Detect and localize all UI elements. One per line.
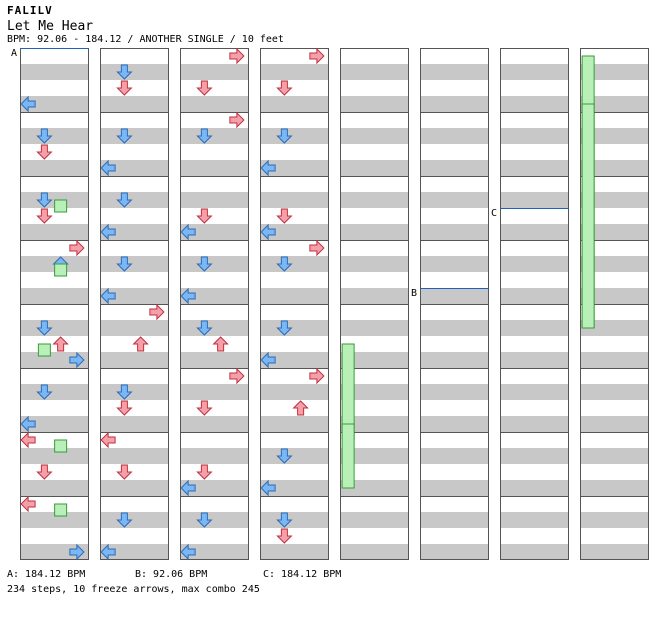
step-arrow-left	[100, 287, 116, 305]
step-arrow-left	[100, 543, 116, 561]
step-arrow-down	[276, 208, 293, 224]
step-arrow-down	[196, 512, 213, 528]
freeze-arrow	[341, 423, 355, 489]
chart-column	[260, 48, 329, 560]
step-arrow-up	[52, 336, 69, 352]
step-arrow-left	[20, 415, 36, 433]
step-arrow-left	[260, 159, 276, 177]
step-arrow-left	[260, 351, 276, 369]
step-arrow-right	[229, 47, 245, 65]
step-arrow-down	[196, 80, 213, 96]
step-arrow-down	[276, 448, 293, 464]
step-arrow-down	[36, 208, 53, 224]
freeze-arrow	[54, 503, 68, 517]
step-arrow-down	[116, 64, 133, 80]
freeze-arrow	[581, 103, 595, 329]
step-arrow-down	[196, 464, 213, 480]
step-arrow-down	[196, 400, 213, 416]
song-title: Let Me Hear	[7, 19, 94, 34]
chart-column	[420, 48, 489, 560]
step-arrow-right	[309, 367, 325, 385]
step-arrow-right	[149, 303, 165, 321]
step-arrow-left	[260, 479, 276, 497]
step-arrow-down	[36, 464, 53, 480]
step-arrow-right	[69, 543, 85, 561]
step-arrow-down	[276, 128, 293, 144]
step-arrow-right	[309, 239, 325, 257]
artist-name: FALILV	[7, 4, 53, 17]
step-arrow-down	[276, 528, 293, 544]
step-arrow-down	[36, 320, 53, 336]
step-arrow-left	[100, 431, 116, 449]
step-arrow-down	[196, 208, 213, 224]
chart-column	[100, 48, 169, 560]
freeze-arrow	[54, 439, 68, 453]
chart-column	[340, 48, 409, 560]
step-arrow-down	[116, 256, 133, 272]
step-arrow-down	[196, 256, 213, 272]
step-arrow-right	[69, 239, 85, 257]
step-arrow-down	[116, 464, 133, 480]
step-arrow-down	[116, 192, 133, 208]
step-arrow-left	[180, 223, 196, 241]
bpm-change-marker: B	[411, 288, 417, 299]
step-arrow-left	[100, 159, 116, 177]
step-arrow-down	[276, 320, 293, 336]
step-arrow-right	[69, 351, 85, 369]
step-arrow-left	[180, 479, 196, 497]
step-arrow-left	[20, 431, 36, 449]
step-arrow-down	[196, 128, 213, 144]
step-arrow-left	[20, 495, 36, 513]
step-arrow-down	[116, 384, 133, 400]
step-arrow-left	[260, 223, 276, 241]
bpm-change-marker: C	[491, 208, 497, 219]
step-arrow-down	[116, 400, 133, 416]
step-arrow-right	[229, 367, 245, 385]
freeze-arrow	[37, 343, 51, 357]
bpm-legend-c: C: 184.12 BPM	[263, 569, 342, 580]
step-arrow-down	[276, 512, 293, 528]
step-arrow-up	[212, 336, 229, 352]
chart-column	[580, 48, 649, 560]
step-arrow-up	[292, 400, 309, 416]
step-arrow-down	[116, 128, 133, 144]
step-arrow-down	[116, 512, 133, 528]
step-arrow-down	[36, 192, 53, 208]
step-arrow-down	[36, 384, 53, 400]
step-arrow-right	[229, 111, 245, 129]
step-arrow-down	[276, 80, 293, 96]
step-arrow-down	[196, 320, 213, 336]
step-arrow-down	[36, 128, 53, 144]
bpm-change-marker: A	[11, 48, 17, 59]
freeze-arrow	[54, 263, 68, 277]
chart-info: BPM: 92.06 - 184.12 / ANOTHER SINGLE / 1…	[7, 34, 284, 45]
step-arrow-left	[180, 543, 196, 561]
freeze-arrow	[54, 199, 68, 213]
chart-column	[180, 48, 249, 560]
chart-column	[500, 48, 569, 560]
step-arrow-down	[36, 144, 53, 160]
step-arrow-right	[309, 47, 325, 65]
bpm-legend-b: B: 92.06 BPM	[135, 569, 208, 580]
chart-summary: 234 steps, 10 freeze arrows, max combo 2…	[7, 584, 260, 595]
step-arrow-left	[100, 223, 116, 241]
step-arrow-down	[276, 256, 293, 272]
bpm-legend-a: A: 184.12 BPM	[7, 569, 86, 580]
step-arrow-down	[116, 80, 133, 96]
step-arrow-left	[180, 287, 196, 305]
step-arrow-left	[20, 95, 36, 113]
chart-column	[20, 48, 89, 560]
step-arrow-up	[132, 336, 149, 352]
